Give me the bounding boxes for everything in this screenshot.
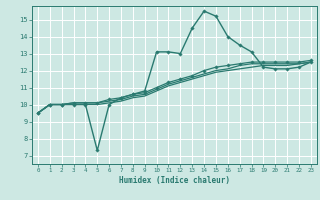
X-axis label: Humidex (Indice chaleur): Humidex (Indice chaleur) (119, 176, 230, 185)
